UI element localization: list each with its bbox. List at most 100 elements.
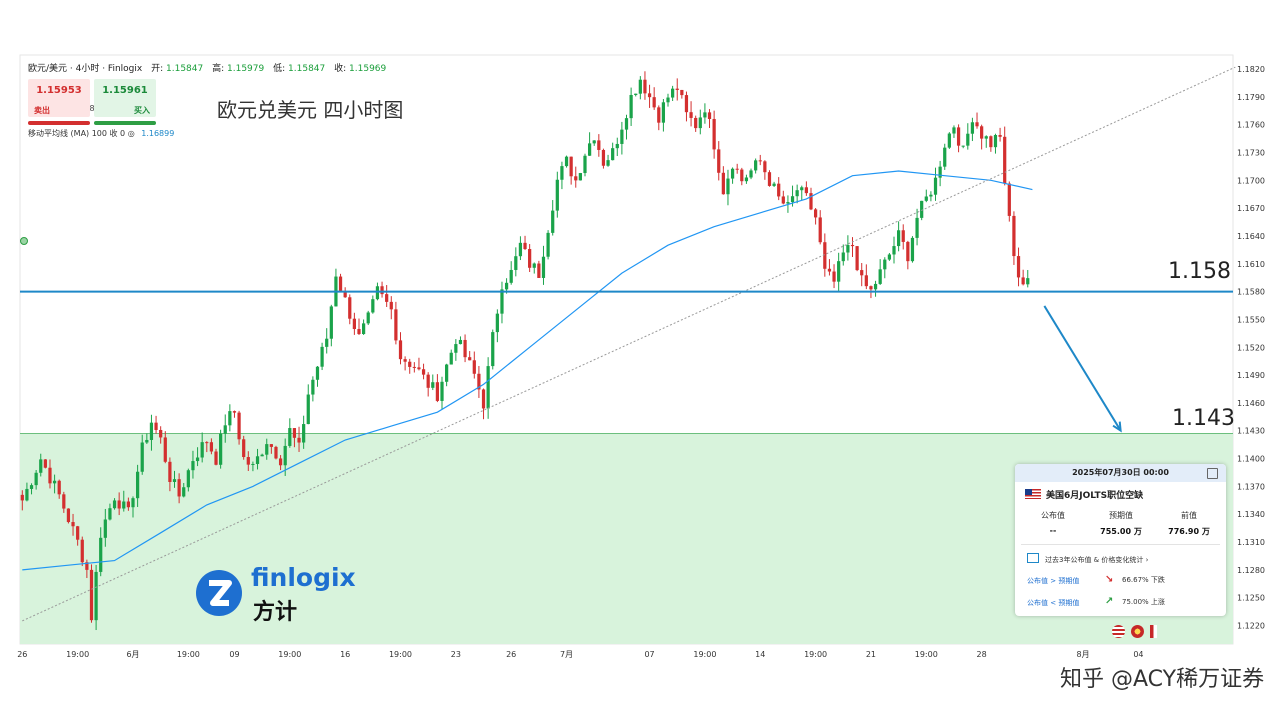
ca-flag-icon[interactable] (1150, 625, 1158, 638)
candle-body (717, 149, 721, 173)
close-label: 收: (334, 64, 347, 74)
history-link[interactable]: 过去3年公布值 & 价格变化统计 › (1027, 553, 1148, 565)
candle-body (398, 340, 403, 360)
candle-body (325, 338, 329, 347)
candle-body (735, 168, 739, 170)
candle-body (361, 323, 366, 335)
candle-body (601, 149, 606, 166)
candle-body (754, 160, 758, 171)
buy-label: 买入 (134, 106, 150, 115)
ma-value: 1.16899 (141, 129, 175, 138)
candle-body (541, 256, 546, 278)
candle-body (744, 177, 749, 182)
candle-body (426, 374, 430, 388)
candle-body (431, 382, 435, 388)
candle-body (786, 202, 790, 204)
candle-body (48, 467, 52, 484)
candle-body (657, 107, 661, 123)
candle-body (523, 242, 527, 250)
actual-label: 公布值 (1041, 511, 1065, 520)
candle-body (984, 136, 988, 139)
stat2-label: 公布值 < 预期值 (1027, 599, 1080, 607)
candle-body (246, 457, 250, 465)
logo-text: finlogix (251, 563, 356, 592)
x-tick-label: 21 (866, 650, 876, 659)
candle-body (94, 571, 98, 621)
y-tick-label: 1.1700 (1237, 176, 1265, 185)
candle-body (375, 286, 380, 300)
candle-body (952, 127, 956, 134)
candle-body (195, 457, 200, 462)
candle-body (481, 389, 486, 409)
candle-body (394, 309, 398, 341)
candle-body (555, 179, 559, 211)
candle-body (998, 135, 1002, 137)
buy-price: 1.15961 (102, 85, 148, 96)
candle-body (832, 271, 836, 282)
x-tick-label: 19:00 (804, 650, 827, 659)
candle-body (933, 177, 938, 195)
projection-arrow (1043, 305, 1122, 432)
us-flag-icon (1025, 489, 1041, 499)
candle-body (122, 501, 126, 509)
candle-body (514, 256, 518, 270)
x-tick-label: 14 (755, 650, 765, 659)
y-tick-label: 1.1490 (1237, 371, 1265, 380)
economic-event-card[interactable]: 2025年07月30日 00:00 美国6月JOLTS职位空缺 公布值 预期值 … (1015, 464, 1226, 616)
candle-body (583, 155, 587, 174)
candle-body (698, 117, 702, 129)
candle-body (145, 439, 149, 443)
y-tick-label: 1.1580 (1237, 288, 1265, 297)
trend-down-icon: ↘ (1105, 574, 1114, 585)
y-tick-label: 1.1400 (1237, 455, 1265, 464)
candle-body (569, 156, 573, 177)
candle-body (509, 269, 513, 283)
us-flag-icon[interactable] (1112, 625, 1125, 638)
candle-body (117, 500, 121, 509)
eye-icon[interactable]: ◎ (125, 129, 138, 138)
stat1-value: 66.67% 下跌 (1122, 576, 1165, 584)
ma-indicator-label[interactable]: 移动平均线 (MA) 100 收 0 ◎ 1.16899 (28, 128, 174, 139)
forecast-value: 755.00 万 (1100, 527, 1142, 536)
x-tick-label: 6月 (126, 650, 139, 659)
candle-body (421, 369, 426, 375)
candle-body (403, 359, 407, 362)
candle-body (357, 329, 361, 335)
candle-body (537, 263, 541, 278)
x-tick-label: 23 (451, 650, 461, 659)
candle-body (929, 194, 933, 197)
candle-body (860, 270, 864, 276)
candle-body (329, 306, 333, 339)
candle-body (546, 232, 550, 257)
sell-button[interactable]: 1.15953 卖出 (28, 79, 90, 117)
candle-body (352, 318, 356, 330)
calendar-icon[interactable] (1207, 468, 1218, 479)
candle-body (504, 282, 509, 290)
candle-body (29, 485, 34, 489)
candle-body (440, 381, 444, 401)
candle-body (1007, 183, 1011, 216)
buy-button[interactable]: 1.15961 买入 (94, 79, 156, 117)
candle-body (634, 93, 638, 95)
candle-body (1026, 278, 1030, 285)
candle-body (186, 470, 190, 488)
candle-body (205, 442, 209, 444)
y-tick-label: 1.1730 (1237, 148, 1265, 157)
spread-value: 8 (89, 104, 95, 113)
event-title: 美国6月JOLTS职位空缺 (1025, 488, 1143, 501)
y-tick-label: 1.1820 (1237, 65, 1265, 74)
candle-body (647, 93, 652, 98)
y-tick-label: 1.1280 (1237, 566, 1265, 575)
candle-body (76, 526, 80, 540)
y-tick-label: 1.1340 (1237, 510, 1265, 519)
x-tick-label: 19:00 (915, 650, 938, 659)
stat1: ↘ 66.67% 下跌 (1105, 574, 1165, 585)
candle-body (311, 379, 315, 395)
symbol-label: 欧元/美元 · 4小时 · Finlogix (28, 64, 143, 74)
candle-body (408, 361, 412, 367)
sell-label: 卖出 (34, 106, 50, 115)
candle-body (938, 166, 942, 178)
cn-flag-icon[interactable] (1131, 625, 1145, 638)
x-tick-label: 19:00 (278, 650, 301, 659)
candle-body (970, 122, 975, 134)
